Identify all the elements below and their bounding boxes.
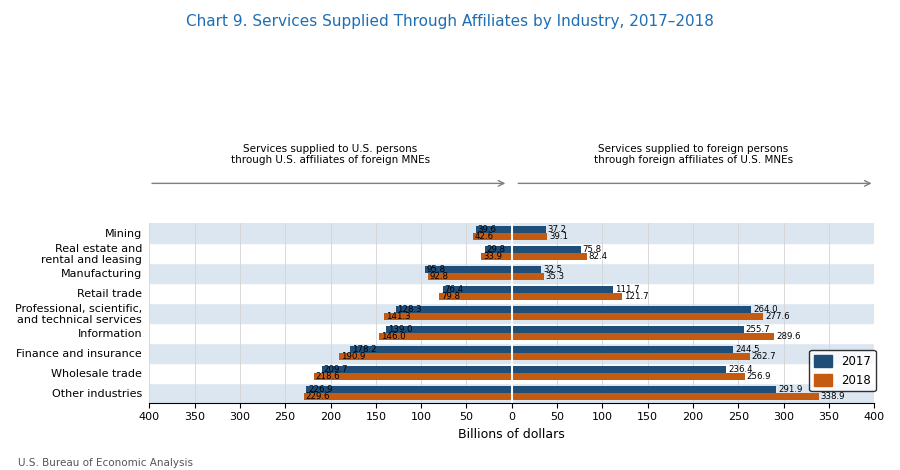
Bar [149,283,875,303]
Bar [512,286,613,293]
Text: Services supplied to U.S. persons
through U.S. affiliates of foreign MNEs: Services supplied to U.S. persons throug… [231,144,430,165]
Text: U.S. Bureau of Economic Analysis: U.S. Bureau of Economic Analysis [18,458,193,468]
Text: 37.2: 37.2 [547,225,566,234]
Legend: 2017, 2018: 2017, 2018 [809,350,876,392]
Bar [512,366,726,373]
Bar [306,386,512,392]
Bar [380,333,512,340]
Text: Chart 9. Services Supplied Through Affiliates by Industry, 2017–2018: Chart 9. Services Supplied Through Affil… [186,14,714,29]
Text: 92.8: 92.8 [429,272,448,281]
Bar [149,363,875,383]
Text: 33.9: 33.9 [483,252,502,261]
Text: 121.7: 121.7 [624,292,649,301]
Text: 236.4: 236.4 [728,365,752,374]
Text: 209.7: 209.7 [323,365,348,374]
Bar [512,326,743,333]
Bar [149,223,875,243]
Text: 35.3: 35.3 [545,272,565,281]
Bar [512,333,774,340]
Text: 39.1: 39.1 [549,232,568,241]
Text: 256.9: 256.9 [746,372,771,381]
Text: 229.6: 229.6 [305,392,330,400]
Bar [425,266,512,273]
Bar [512,293,622,300]
Text: 218.6: 218.6 [316,372,340,381]
Bar [350,346,512,352]
Bar [313,373,512,380]
Text: 291.9: 291.9 [778,384,803,394]
Bar [512,226,545,233]
Text: 141.3: 141.3 [385,312,410,321]
Bar [321,366,512,373]
Bar [149,383,875,403]
Text: Services supplied to foreign persons
through foreign affiliates of U.S. MNEs: Services supplied to foreign persons thr… [594,144,793,165]
Bar [512,233,547,240]
Bar [473,233,512,240]
Text: 95.8: 95.8 [427,265,446,274]
Text: 128.3: 128.3 [397,305,422,314]
X-axis label: Billions of dollars: Billions of dollars [458,428,565,441]
Bar [512,246,580,253]
Bar [149,343,875,363]
Bar [512,306,751,313]
Text: 29.8: 29.8 [487,245,506,254]
Bar [512,253,587,260]
Bar [386,326,512,333]
Text: 226.9: 226.9 [308,384,332,394]
Text: 277.6: 277.6 [765,312,790,321]
Bar [338,352,512,360]
Bar [482,253,512,260]
Text: 338.9: 338.9 [821,392,845,400]
Bar [149,303,875,323]
Text: 42.6: 42.6 [475,232,494,241]
Text: 146.0: 146.0 [382,332,406,341]
Text: 289.6: 289.6 [776,332,801,341]
Text: 244.5: 244.5 [735,345,760,354]
Bar [439,293,512,300]
Bar [303,392,512,400]
Bar [512,266,541,273]
Bar [443,286,512,293]
Bar [512,273,544,280]
Text: 76.4: 76.4 [445,285,464,294]
Text: 75.8: 75.8 [582,245,601,254]
Bar [428,273,512,280]
Bar [512,313,763,320]
Text: 264.0: 264.0 [753,305,778,314]
Bar [512,346,733,352]
Text: 139.0: 139.0 [388,325,412,334]
Bar [512,392,819,400]
Text: 82.4: 82.4 [589,252,608,261]
Bar [149,263,875,283]
Text: 39.6: 39.6 [478,225,497,234]
Bar [512,386,777,392]
Bar [512,373,744,380]
Text: 190.9: 190.9 [340,352,364,360]
Text: 178.2: 178.2 [352,345,377,354]
Bar [149,243,875,263]
Text: 262.7: 262.7 [752,352,777,360]
Text: 111.7: 111.7 [615,285,640,294]
Text: 255.7: 255.7 [745,325,770,334]
Bar [476,226,512,233]
Bar [512,352,750,360]
Bar [149,323,875,343]
Text: 32.5: 32.5 [543,265,562,274]
Bar [395,306,512,313]
Bar [485,246,512,253]
Text: 79.8: 79.8 [441,292,460,301]
Bar [383,313,512,320]
